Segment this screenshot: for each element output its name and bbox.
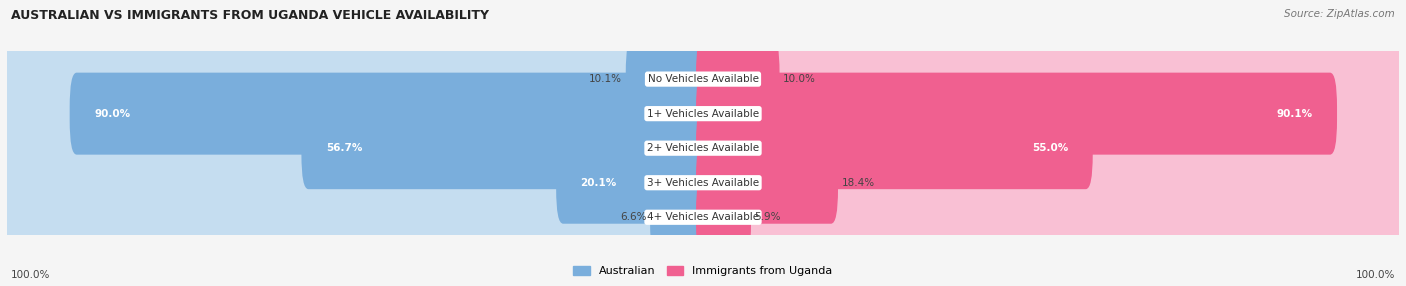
FancyBboxPatch shape — [4, 38, 710, 120]
Text: Source: ZipAtlas.com: Source: ZipAtlas.com — [1284, 9, 1395, 19]
FancyBboxPatch shape — [557, 142, 710, 224]
FancyBboxPatch shape — [696, 176, 1402, 258]
FancyBboxPatch shape — [3, 163, 1403, 271]
FancyBboxPatch shape — [3, 94, 1403, 202]
FancyBboxPatch shape — [696, 142, 1402, 224]
FancyBboxPatch shape — [696, 107, 1402, 189]
FancyBboxPatch shape — [70, 73, 710, 155]
Text: 6.6%: 6.6% — [620, 212, 647, 222]
Text: 90.0%: 90.0% — [94, 109, 131, 119]
Text: 5.9%: 5.9% — [755, 212, 780, 222]
Text: 3+ Vehicles Available: 3+ Vehicles Available — [647, 178, 759, 188]
Text: 18.4%: 18.4% — [842, 178, 875, 188]
FancyBboxPatch shape — [696, 38, 779, 120]
Text: 90.1%: 90.1% — [1277, 109, 1313, 119]
Legend: Australian, Immigrants from Uganda: Australian, Immigrants from Uganda — [569, 261, 837, 281]
Text: 4+ Vehicles Available: 4+ Vehicles Available — [647, 212, 759, 222]
FancyBboxPatch shape — [3, 60, 1403, 168]
Text: 100.0%: 100.0% — [1355, 270, 1395, 280]
Text: No Vehicles Available: No Vehicles Available — [648, 74, 758, 84]
Text: 100.0%: 100.0% — [11, 270, 51, 280]
Text: 2+ Vehicles Available: 2+ Vehicles Available — [647, 143, 759, 153]
FancyBboxPatch shape — [4, 107, 710, 189]
FancyBboxPatch shape — [696, 107, 1092, 189]
Text: 20.1%: 20.1% — [581, 178, 617, 188]
Text: 10.1%: 10.1% — [589, 74, 623, 84]
Text: 1+ Vehicles Available: 1+ Vehicles Available — [647, 109, 759, 119]
FancyBboxPatch shape — [3, 25, 1403, 133]
FancyBboxPatch shape — [301, 107, 710, 189]
FancyBboxPatch shape — [696, 142, 838, 224]
FancyBboxPatch shape — [626, 38, 710, 120]
FancyBboxPatch shape — [696, 176, 751, 258]
FancyBboxPatch shape — [4, 142, 710, 224]
Text: 55.0%: 55.0% — [1032, 143, 1069, 153]
FancyBboxPatch shape — [696, 73, 1402, 155]
FancyBboxPatch shape — [4, 176, 710, 258]
Text: 10.0%: 10.0% — [783, 74, 815, 84]
FancyBboxPatch shape — [4, 73, 710, 155]
FancyBboxPatch shape — [650, 176, 710, 258]
Text: AUSTRALIAN VS IMMIGRANTS FROM UGANDA VEHICLE AVAILABILITY: AUSTRALIAN VS IMMIGRANTS FROM UGANDA VEH… — [11, 9, 489, 21]
Text: 56.7%: 56.7% — [326, 143, 363, 153]
FancyBboxPatch shape — [696, 73, 1337, 155]
FancyBboxPatch shape — [3, 129, 1403, 237]
FancyBboxPatch shape — [696, 38, 1402, 120]
